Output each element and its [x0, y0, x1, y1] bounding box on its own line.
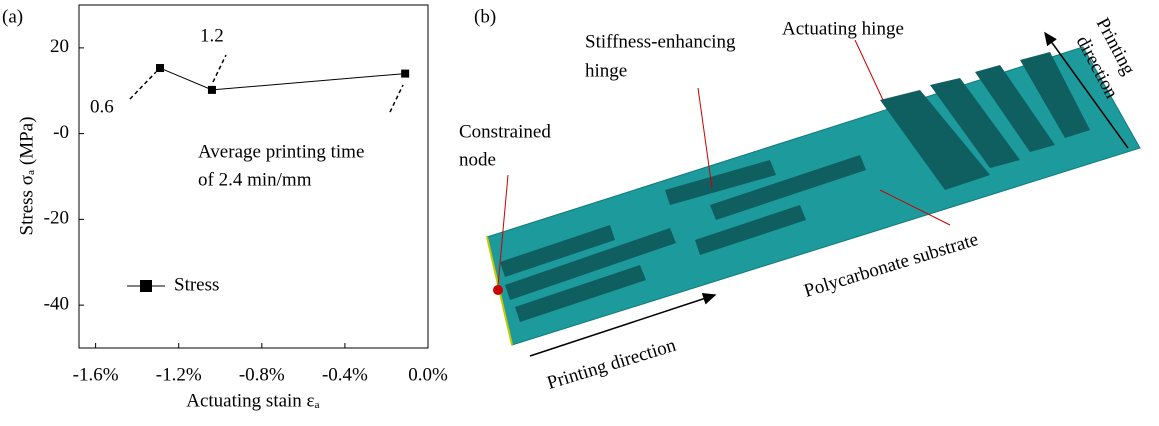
x-tick-label: -1.2%: [156, 364, 202, 385]
y-tick-label: 20: [50, 36, 69, 57]
panel-label: (b): [474, 6, 496, 27]
y-tick-label: -40: [44, 293, 69, 314]
leader-lines: [130, 55, 403, 112]
label: node: [459, 149, 496, 170]
annotation: 0.6: [90, 96, 114, 117]
y-tick-label: -0: [53, 122, 69, 143]
legend-marker: [140, 280, 152, 292]
y-axis-label: Stress σₐ (MPa): [16, 117, 37, 236]
y-tick-label: -20: [44, 208, 69, 229]
x-tick-label: -0.8%: [239, 364, 285, 385]
label: Printing direction: [545, 335, 679, 394]
label: Actuating hinge: [782, 18, 904, 39]
panel-label: (a): [2, 6, 23, 27]
point: [156, 64, 164, 72]
x-tick-label: -0.4%: [322, 364, 368, 385]
label: hinge: [585, 60, 627, 81]
figure: (a) Actuating stain εₐ Stress σₐ (MPa) 0…: [0, 0, 1159, 421]
x-tick-label: -1.6%: [73, 364, 119, 385]
series-line: [160, 68, 405, 90]
x-tick-label: 0.0%: [408, 364, 448, 385]
label: Constrained: [459, 121, 551, 142]
x-axis-label: Actuating stain εₐ: [186, 390, 319, 411]
annotation: Average printing time: [198, 141, 364, 162]
legend-label: Stress: [174, 274, 219, 295]
label: Stiffness-enhancing: [585, 31, 736, 52]
annotation: 1.2: [200, 25, 224, 46]
annotation: of 2.4 min/mm: [198, 169, 312, 190]
constrained-node: [493, 285, 503, 295]
point: [401, 70, 409, 78]
point: [208, 86, 216, 94]
